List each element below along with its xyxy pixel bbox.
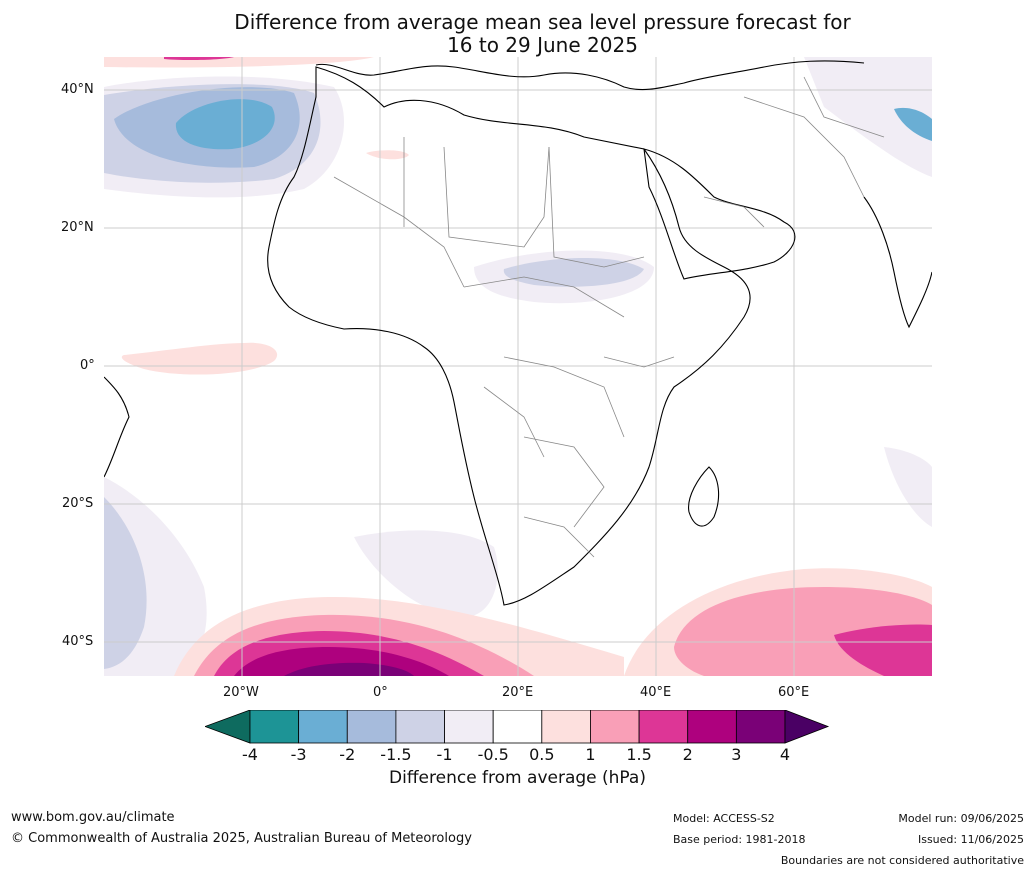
anomaly-pos-south-atlantic-5 — [284, 662, 414, 676]
anomaly-pos-south-indian-3 — [834, 624, 932, 676]
lon-label-0: 0° — [373, 685, 388, 700]
colorbar-tick-label: -3 — [290, 745, 307, 764]
coastline-madagascar — [688, 466, 720, 527]
colorbar-tick-label: 2 — [682, 745, 693, 764]
colorbar-cell — [298, 710, 348, 744]
lon-label-60e: 60°E — [778, 685, 810, 700]
anomaly-pos-north-edge-inner — [164, 57, 234, 61]
anomaly-neg-south-africa — [354, 530, 498, 617]
lat-label-0: 0° — [80, 358, 95, 373]
colorbar-tick-label: 0.5 — [529, 745, 555, 764]
colorbar-cell — [638, 710, 689, 744]
coastline-india — [863, 196, 932, 329]
country-borders — [333, 76, 885, 558]
lat-label-20n: 20°N — [61, 220, 94, 235]
anomaly-neg-east-upper — [804, 57, 932, 177]
colorbar-cell — [346, 710, 397, 744]
anomaly-neg-caspian — [894, 107, 932, 141]
lat-label-40n: 40°N — [61, 82, 94, 97]
colorbar-tick-label: 1 — [585, 745, 596, 764]
colorbar-tick-label: -0.5 — [477, 745, 509, 764]
footer-base-period: Base period: 1981-2018 — [673, 833, 806, 846]
colorbar-cell — [444, 710, 494, 744]
footer-issued: Issued: 11/06/2025 — [917, 833, 1024, 846]
footer-model-run: Model run: 09/06/2025 — [898, 812, 1024, 825]
anomaly-pos-med-small — [366, 150, 409, 160]
coastline-africa — [267, 66, 751, 606]
colorbar-cell — [590, 710, 640, 744]
lon-label-20e: 20°E — [502, 685, 534, 700]
footer-copyright: © Commonwealth of Australia 2025, Austra… — [11, 831, 472, 846]
coastline-europe — [315, 60, 865, 91]
graticule — [104, 57, 932, 676]
map-title-line1: Difference from average mean sea level p… — [234, 10, 851, 34]
anomaly-pos-north-edge — [104, 57, 374, 68]
coastline-south-america — [104, 376, 130, 478]
colorbar-tick-label: 1.5 — [626, 745, 652, 764]
colorbar-cell — [541, 710, 591, 744]
colorbar-under-arrow — [205, 710, 251, 744]
anomaly-pos-equatorial-atlantic — [121, 342, 278, 375]
lon-label-20w: 20°W — [223, 685, 259, 700]
colorbar-tick-label: -2 — [339, 745, 356, 764]
colorbar — [205, 710, 830, 744]
coastlines — [104, 60, 932, 606]
lat-label-20s: 20°S — [62, 496, 94, 511]
colorbar-cell — [492, 710, 543, 744]
lon-label-40e: 40°E — [640, 685, 672, 700]
colorbar-tick-label: -4 — [242, 745, 258, 764]
anomaly-neg-indian-ocean — [884, 447, 932, 527]
lat-label-40s: 40°S — [62, 634, 94, 649]
colorbar-tick-label: -1 — [436, 745, 453, 764]
colorbar-cell — [249, 710, 300, 744]
footer-model: Model: ACCESS-S2 — [673, 812, 775, 825]
footer-url[interactable]: www.bom.gov.au/climate — [11, 810, 175, 825]
colorbar-tick-label: -1.5 — [380, 745, 412, 764]
anomaly-neg-north-atlantic-core — [175, 99, 275, 150]
colorbar-cell — [687, 710, 737, 744]
pressure-anomaly-map — [104, 57, 932, 676]
anomaly-neg-south-atlantic-inner — [104, 497, 147, 669]
map-title-line2: 16 to 29 June 2025 — [447, 33, 638, 57]
footer-disclaimer: Boundaries are not considered authoritat… — [780, 854, 1024, 867]
colorbar-tick-label: 4 — [779, 745, 791, 764]
coastline-arabia — [643, 148, 796, 280]
colorbar-cell — [735, 710, 786, 744]
colorbar-label: Difference from average (hPa) — [389, 768, 646, 788]
colorbar-cell — [395, 710, 445, 744]
colorbar-over-arrow — [784, 710, 830, 744]
colorbar-tick-label: 3 — [731, 745, 742, 764]
